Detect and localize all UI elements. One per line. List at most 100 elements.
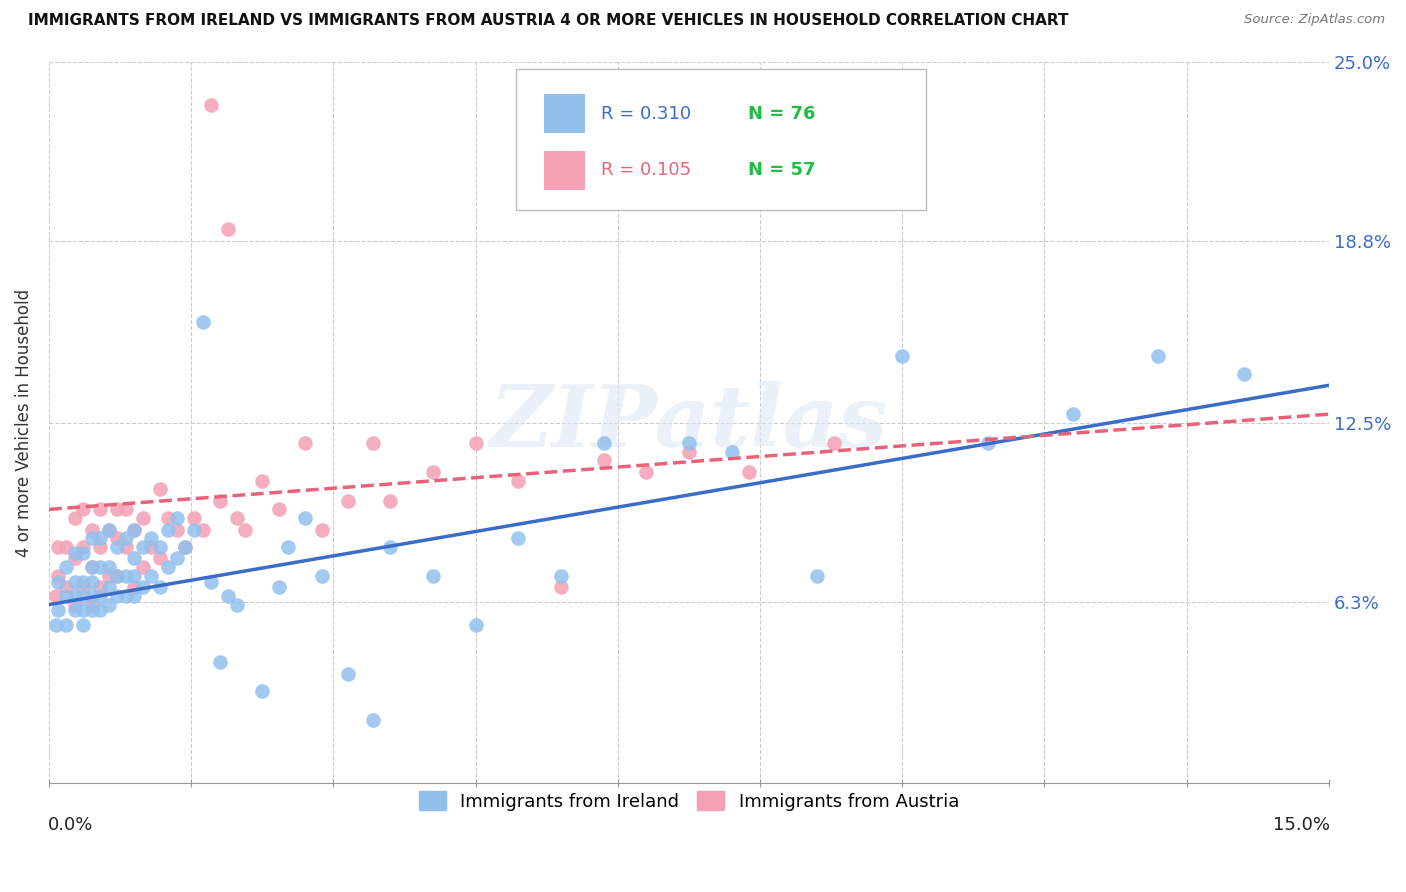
Point <box>508 474 530 488</box>
Point <box>191 315 214 329</box>
Point <box>311 568 333 582</box>
Point <box>166 511 188 525</box>
Point <box>114 589 136 603</box>
Point <box>174 540 197 554</box>
Point <box>141 531 163 545</box>
Point <box>105 568 128 582</box>
Point <box>80 560 103 574</box>
Point <box>114 531 136 545</box>
Point <box>720 444 742 458</box>
Point <box>80 598 103 612</box>
Point <box>208 493 231 508</box>
Point <box>336 666 359 681</box>
Point <box>89 540 111 554</box>
Point <box>72 502 94 516</box>
Point <box>252 684 274 698</box>
Point <box>80 560 103 574</box>
Point <box>252 474 274 488</box>
Point <box>124 580 146 594</box>
Point <box>141 540 163 554</box>
Point <box>46 574 69 589</box>
Point <box>63 551 86 566</box>
Point <box>97 568 120 582</box>
Point <box>1232 367 1254 381</box>
Text: Source: ZipAtlas.com: Source: ZipAtlas.com <box>1244 13 1385 27</box>
Point <box>105 589 128 603</box>
Point <box>233 523 256 537</box>
Point <box>63 589 86 603</box>
Point <box>183 511 205 525</box>
Point <box>89 603 111 617</box>
Text: N = 57: N = 57 <box>748 161 815 179</box>
Point <box>72 603 94 617</box>
Text: 15.0%: 15.0% <box>1274 816 1330 834</box>
Point <box>422 465 444 479</box>
Point <box>55 617 77 632</box>
FancyBboxPatch shape <box>544 151 585 190</box>
Legend: Immigrants from Ireland, Immigrants from Austria: Immigrants from Ireland, Immigrants from… <box>412 784 966 818</box>
Point <box>80 531 103 545</box>
Point <box>361 436 384 450</box>
Point <box>72 580 94 594</box>
Point <box>124 589 146 603</box>
Point <box>208 655 231 669</box>
Point <box>72 589 94 603</box>
Point <box>124 523 146 537</box>
Point <box>200 574 222 589</box>
Point <box>89 531 111 545</box>
Point <box>269 502 291 516</box>
Point <box>200 98 222 112</box>
Point <box>89 560 111 574</box>
Point <box>80 523 103 537</box>
Point <box>124 523 146 537</box>
Point <box>636 465 658 479</box>
Point <box>105 540 128 554</box>
Point <box>97 598 120 612</box>
Point <box>55 589 77 603</box>
Point <box>105 568 128 582</box>
Point <box>55 580 77 594</box>
Point <box>80 589 103 603</box>
Point <box>1147 350 1170 364</box>
Point <box>45 617 67 632</box>
Point <box>380 493 402 508</box>
Point <box>225 511 247 525</box>
Point <box>63 598 86 612</box>
Point <box>464 617 486 632</box>
Point <box>550 568 572 582</box>
Point <box>464 436 486 450</box>
Point <box>294 436 316 450</box>
Point <box>277 540 299 554</box>
Y-axis label: 4 or more Vehicles in Household: 4 or more Vehicles in Household <box>15 289 32 557</box>
Point <box>45 589 67 603</box>
Point <box>183 523 205 537</box>
Point <box>311 523 333 537</box>
Point <box>46 603 69 617</box>
Point <box>592 453 614 467</box>
Point <box>89 502 111 516</box>
Point <box>63 546 86 560</box>
Point <box>294 511 316 525</box>
Point <box>149 540 172 554</box>
Point <box>105 502 128 516</box>
FancyBboxPatch shape <box>544 94 585 134</box>
Point <box>114 540 136 554</box>
Text: IMMIGRANTS FROM IRELAND VS IMMIGRANTS FROM AUSTRIA 4 OR MORE VEHICLES IN HOUSEHO: IMMIGRANTS FROM IRELAND VS IMMIGRANTS FR… <box>28 13 1069 29</box>
Point <box>97 580 120 594</box>
Point <box>114 502 136 516</box>
Point <box>823 436 845 450</box>
Text: R = 0.105: R = 0.105 <box>600 161 690 179</box>
Point <box>124 551 146 566</box>
Point <box>336 493 359 508</box>
Point <box>217 222 239 236</box>
Point <box>80 603 103 617</box>
Point <box>132 560 155 574</box>
Point <box>174 540 197 554</box>
Point <box>508 531 530 545</box>
Point <box>55 560 77 574</box>
Point <box>55 540 77 554</box>
Point <box>157 523 180 537</box>
Point <box>72 546 94 560</box>
Text: ZIPatlas: ZIPatlas <box>489 381 889 465</box>
Point <box>89 589 111 603</box>
